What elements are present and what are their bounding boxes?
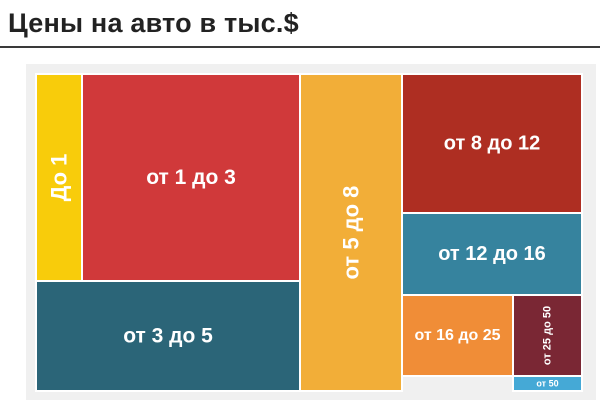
treemap-cell-1 <box>35 73 83 282</box>
treemap-label-2: от 1 до 3 <box>146 166 236 189</box>
treemap-cell-4 <box>299 73 403 392</box>
treemap-label-9: от 50 <box>536 379 558 389</box>
title-underline <box>0 46 600 48</box>
treemap-cell-9 <box>512 375 583 392</box>
treemap-label-1: До 1 <box>47 154 72 202</box>
treemap-label-5: от 8 до 12 <box>444 133 540 155</box>
treemap-label-4: от 5 до 8 <box>339 186 364 280</box>
treemap-panel: До 1 от 1 до 3 от 3 до 5 от 5 до 8 от 8 до 1… <box>26 64 596 400</box>
treemap-label-6: от 12 до 16 <box>438 243 546 265</box>
treemap-cell-8 <box>512 294 583 377</box>
treemap-cell-3 <box>35 280 301 392</box>
treemap-cell-6 <box>401 212 583 296</box>
treemap-cell-2 <box>81 73 301 282</box>
treemap-cell-5 <box>401 73 583 214</box>
treemap-label-8: от 25 до 50 <box>542 306 554 365</box>
chart-title: Цены на авто в тыс.$ <box>8 8 299 38</box>
treemap-label-3: от 3 до 5 <box>123 325 213 348</box>
treemap-cell-7 <box>401 294 514 377</box>
treemap-chart: До 1 от 1 до 3 от 3 до 5 от 5 до 8 от 8 до 1… <box>35 73 583 392</box>
treemap-label-7: от 16 до 25 <box>414 327 500 344</box>
